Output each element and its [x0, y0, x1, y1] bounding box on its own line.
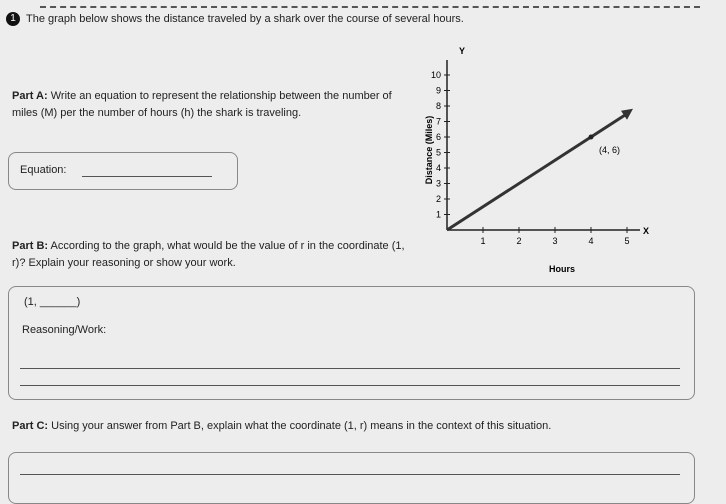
part-text: According to the graph, what would be th…: [12, 240, 405, 269]
x-tick-label: 2: [516, 236, 521, 246]
part-text: Write an equation to represent the relat…: [12, 90, 392, 119]
x-tick-label: 4: [588, 236, 593, 246]
answer-box: [8, 452, 695, 504]
blank: [20, 385, 680, 386]
part-text: Using your answer from Part B, explain w…: [51, 420, 552, 432]
y-tick-label: 7: [436, 117, 441, 127]
point: [588, 134, 594, 140]
blank: [82, 176, 212, 177]
answer-box: [8, 286, 695, 400]
y-tick-label: 4: [436, 163, 441, 173]
arrow-head: [621, 108, 633, 120]
prompt: The graph below shows the distance trave…: [26, 13, 464, 25]
x-tick-label: 1: [480, 236, 485, 246]
part-label: Part A:: [12, 90, 48, 102]
graph: Y X Hours Distance (Miles) 1 2 3 4 5 1 2 3 4 5 6 7 8 9 10 (…: [424, 46, 649, 274]
part-a: Part A: Write an equation to represent t…: [12, 88, 392, 122]
part-c: Part C: Using your answer from Part B, e…: [12, 418, 712, 435]
x-tick-label: 3: [552, 236, 557, 246]
y-tick-label: 8: [436, 101, 441, 111]
part-label: Part C:: [12, 420, 49, 432]
axis-label: Distance (Miles): [424, 116, 434, 185]
question-number: 1: [6, 12, 20, 26]
reasoning-label: Reasoning/Work:: [22, 324, 107, 336]
blank: [20, 474, 680, 475]
y-tick-label: 10: [431, 70, 441, 80]
y-tick-label: 6: [436, 132, 441, 142]
y-tick-label: 3: [436, 179, 441, 189]
axis-letter: X: [643, 226, 649, 236]
equation-box: [8, 152, 238, 190]
y-tick-label: 2: [436, 194, 441, 204]
part-b: Part B: According to the graph, what wou…: [12, 238, 412, 272]
point-label: (4, 6): [599, 145, 620, 155]
y-tick-label: 5: [436, 148, 441, 158]
part-label: Part B:: [12, 240, 49, 252]
dashed-rule: [40, 6, 700, 8]
page: 1 The graph below shows the distance tra…: [6, 6, 712, 504]
x-tick-label: 5: [624, 236, 629, 246]
graph-line: [446, 112, 628, 232]
equation-label: Equation:: [20, 164, 67, 176]
y-tick-label: 1: [436, 210, 441, 220]
blank: [20, 368, 680, 369]
y-tick-label: 9: [436, 86, 441, 96]
axis-label: Hours: [549, 264, 575, 274]
answer: (1, ______): [24, 296, 81, 308]
axis-letter: Y: [459, 46, 465, 56]
